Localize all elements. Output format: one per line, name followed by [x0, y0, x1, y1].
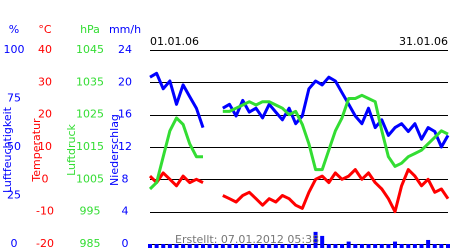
- data-line: [222, 93, 449, 172]
- y-tick-label: 10: [38, 140, 52, 153]
- precip-bar: [260, 244, 265, 248]
- precip-bar: [194, 244, 199, 248]
- precip-bar: [333, 244, 338, 248]
- axis-title: Temperatur: [30, 118, 43, 183]
- precip-bar: [240, 244, 245, 248]
- precip-bar: [207, 244, 212, 248]
- y-tick-label: 985: [80, 237, 101, 250]
- y-tick-label: 0: [42, 172, 49, 185]
- y-tick-label: 40: [38, 43, 52, 56]
- precip-bar: [326, 244, 331, 248]
- precip-bar: [280, 244, 285, 248]
- precip-bar: [214, 244, 219, 248]
- x-tick-label: 01.01.06: [150, 35, 199, 48]
- precip-bar: [247, 244, 252, 248]
- y-tick-label: 25: [7, 189, 21, 202]
- axis-title: Niederschlag: [108, 114, 121, 186]
- axis-unit: hPa: [80, 23, 100, 36]
- precip-bar: [181, 244, 186, 248]
- precip-bar: [306, 244, 311, 248]
- axis-title: Luftfeuchtigkeit: [1, 106, 14, 193]
- precip-bar: [393, 241, 398, 248]
- precip-bar: [300, 244, 305, 248]
- precip-bar: [154, 244, 159, 248]
- y-tick-label: 50: [7, 140, 21, 153]
- data-line: [149, 71, 205, 129]
- y-tick-label: 4: [122, 205, 129, 218]
- data-line: [222, 168, 450, 214]
- y-tick-label: -20: [36, 237, 54, 250]
- precip-bar: [366, 244, 371, 248]
- precip-bar: [412, 244, 417, 248]
- precip-bar: [187, 244, 192, 248]
- precip-bar: [406, 244, 411, 248]
- precip-bar: [200, 244, 205, 248]
- precip-bar: [439, 244, 444, 248]
- precip-bar: [379, 244, 384, 248]
- precip-bar: [340, 244, 345, 248]
- y-tick-label: 1015: [76, 140, 104, 153]
- precip-bar: [426, 239, 431, 248]
- precip-bar: [419, 244, 424, 248]
- y-tick-label: 995: [80, 205, 101, 218]
- y-tick-label: 75: [7, 92, 21, 105]
- precip-bar: [432, 244, 437, 248]
- y-tick-label: 1005: [76, 172, 104, 185]
- precip-bar: [359, 244, 364, 248]
- precip-bar: [227, 244, 232, 248]
- precip-bar: [346, 241, 351, 248]
- precip-bar: [234, 244, 239, 248]
- y-tick-label: 30: [38, 75, 52, 88]
- precip-bar: [273, 244, 278, 248]
- precip-bar: [287, 244, 292, 248]
- data-line: [222, 75, 450, 149]
- precip-bar: [446, 244, 450, 248]
- precip-bar: [148, 244, 152, 248]
- y-tick-label: 24: [118, 43, 132, 56]
- precip-bar: [174, 244, 179, 248]
- x-tick-label: 31.01.06: [399, 35, 448, 48]
- precip-bar: [353, 244, 358, 248]
- precip-bar: [167, 244, 172, 248]
- y-tick-label: 1035: [76, 75, 104, 88]
- precip-bar: [220, 244, 225, 248]
- axis-unit: °C: [38, 23, 52, 36]
- precip-bar: [267, 244, 272, 248]
- axis-unit: mm/h: [109, 23, 141, 36]
- axis-title: Luftdruck: [65, 123, 78, 175]
- precip-bar: [399, 244, 404, 248]
- y-tick-label: 16: [118, 108, 132, 121]
- y-tick-label: 8: [122, 172, 129, 185]
- y-tick-label: 1025: [76, 108, 104, 121]
- data-line: [148, 116, 203, 191]
- precip-bar: [320, 235, 325, 248]
- precip-bar: [253, 244, 258, 248]
- precip-bar: [386, 244, 391, 248]
- axis-unit: %: [9, 23, 19, 36]
- precip-bar: [293, 244, 298, 248]
- precip-bar: [373, 244, 378, 248]
- y-tick-label: 1045: [76, 43, 104, 56]
- precip-bar: [313, 231, 318, 248]
- footer: Erstellt: 07.01.2012 05:38: [175, 233, 319, 246]
- y-tick-label: 100: [4, 43, 25, 56]
- y-tick-label: 20: [118, 75, 132, 88]
- precip-bar: [161, 244, 166, 248]
- y-tick-label: 20: [38, 108, 52, 121]
- y-tick-label: 0: [11, 237, 18, 250]
- y-tick-label: -10: [36, 205, 54, 218]
- y-tick-label: 12: [118, 140, 132, 153]
- y-tick-label: 0: [122, 237, 129, 250]
